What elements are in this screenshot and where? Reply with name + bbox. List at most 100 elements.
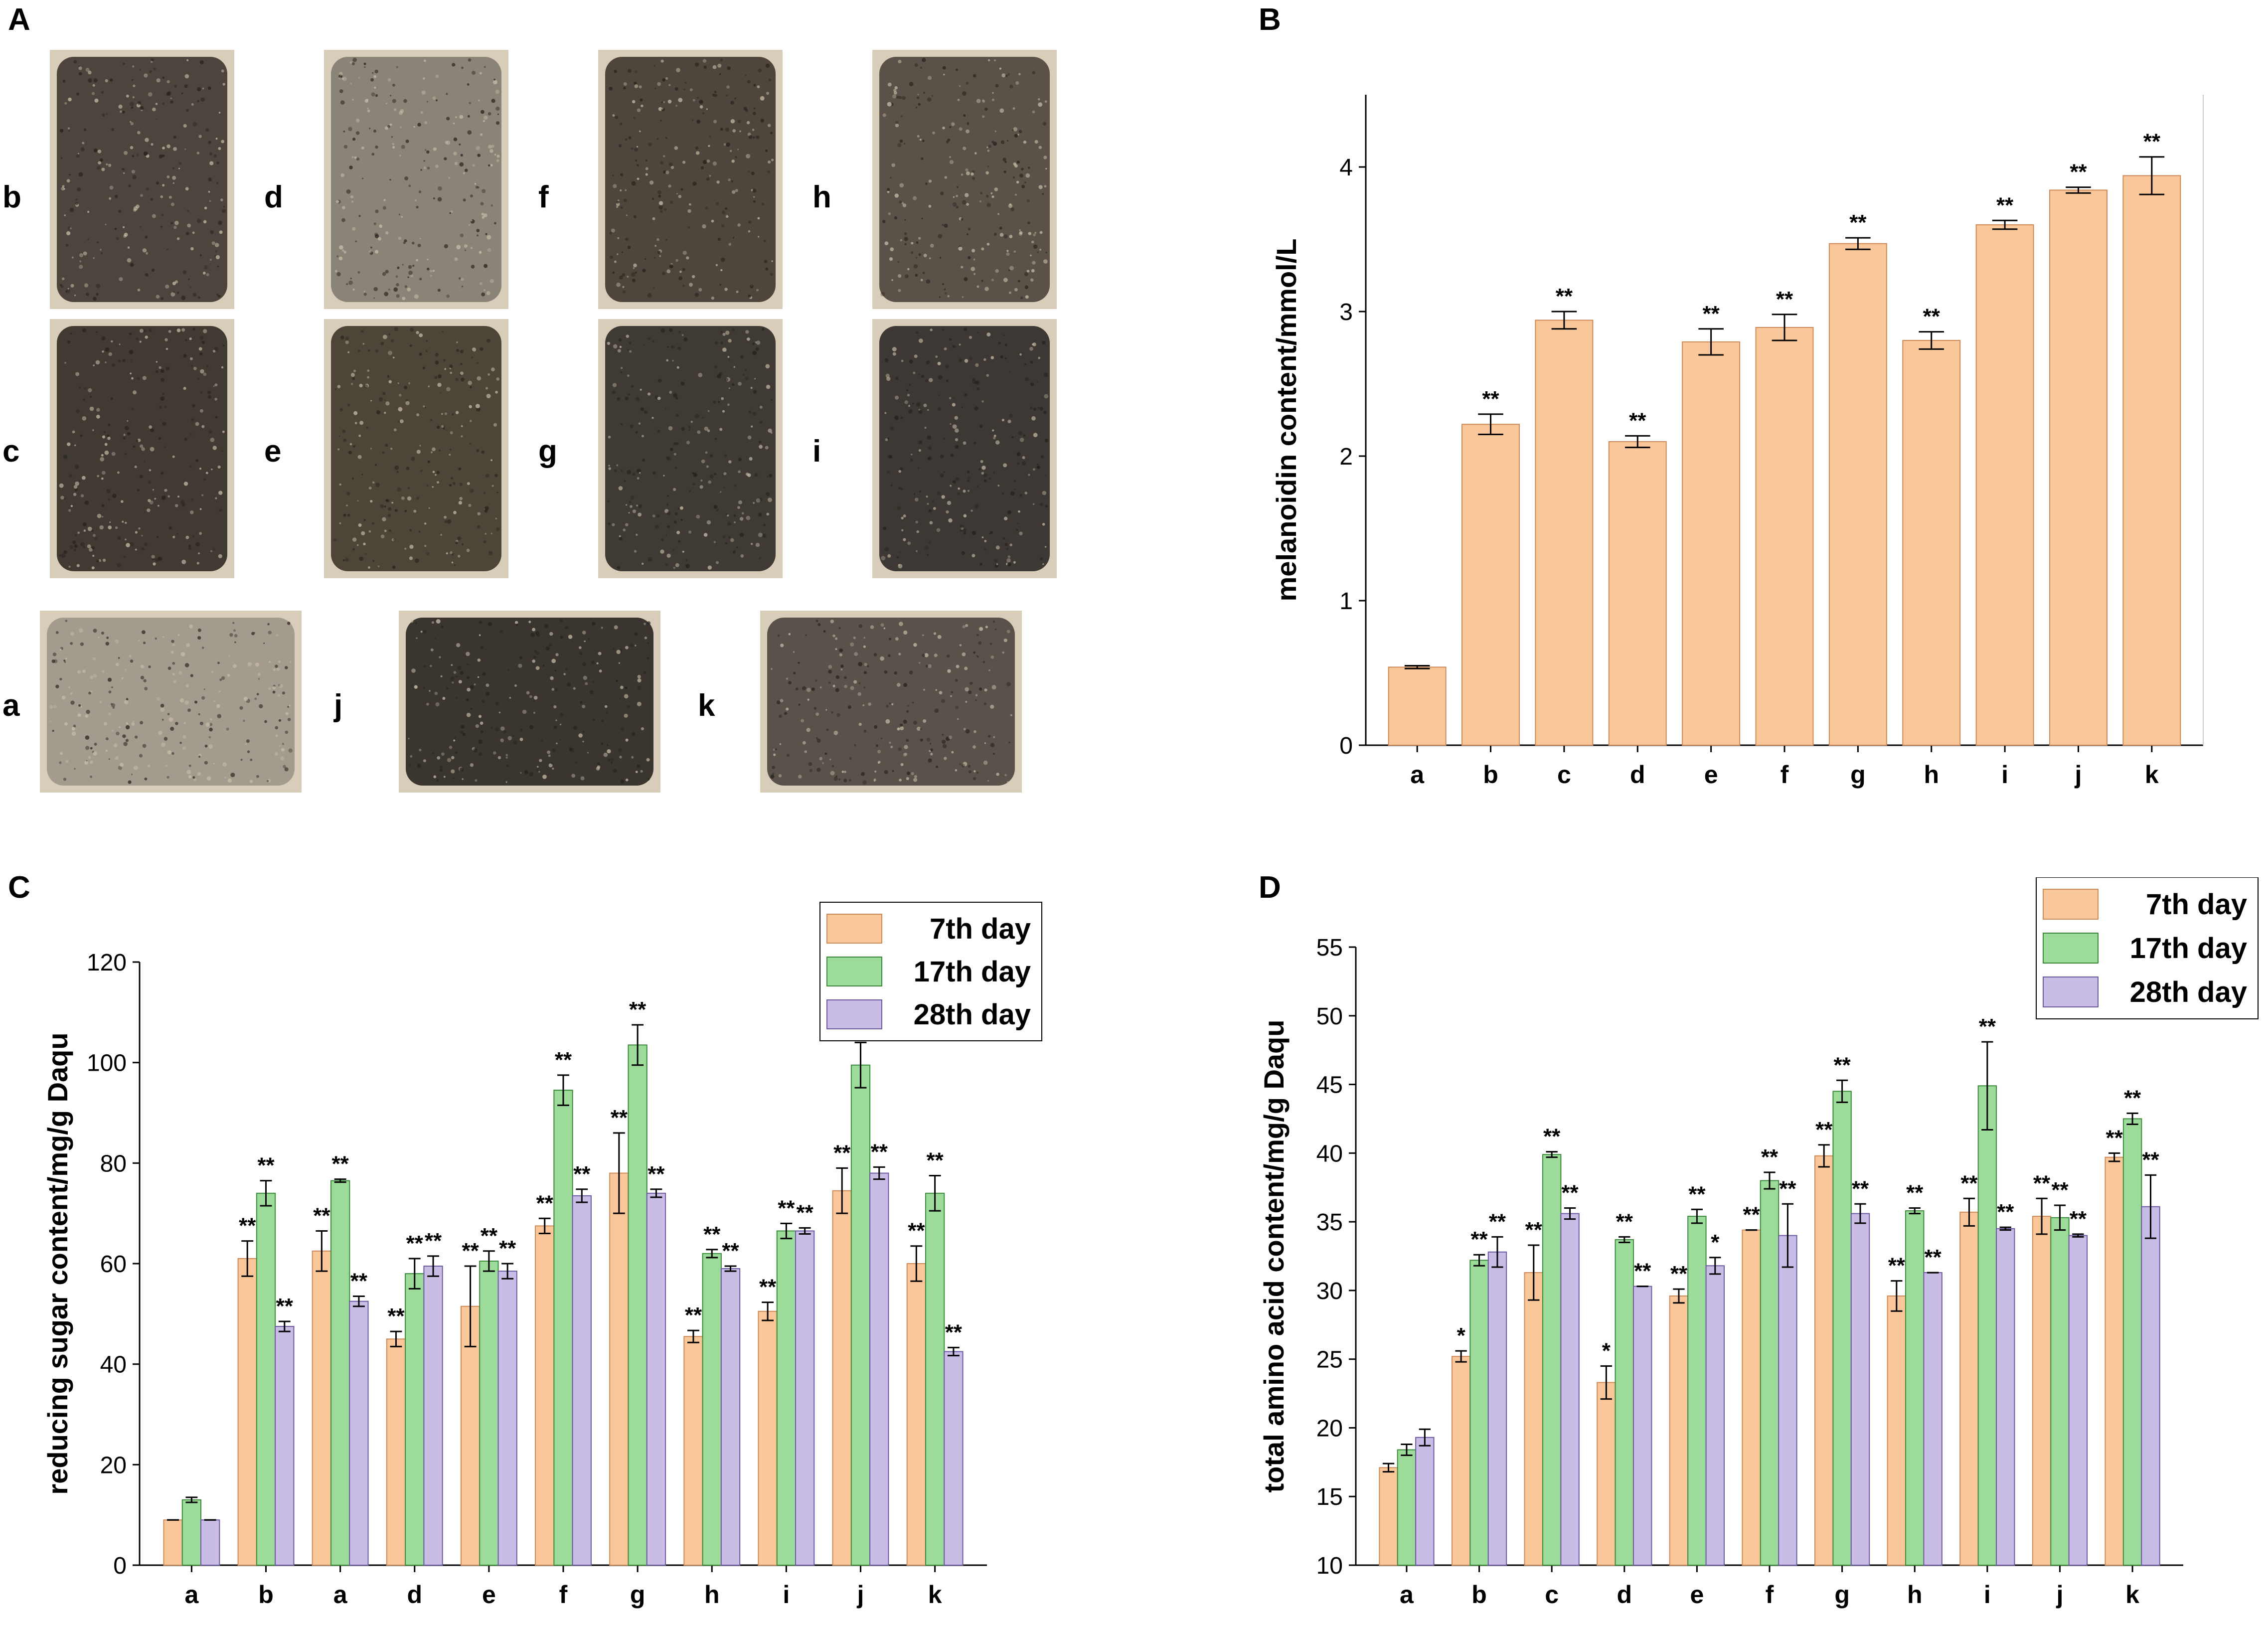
photo-speckle bbox=[1014, 288, 1018, 292]
photo-speckle bbox=[382, 206, 386, 210]
photo-speckle bbox=[1032, 503, 1035, 505]
photo-speckle bbox=[634, 84, 639, 88]
photo-speckle bbox=[1004, 543, 1008, 546]
photo-speckle bbox=[639, 85, 642, 89]
bar bbox=[906, 1263, 926, 1566]
photo-speckle bbox=[962, 625, 966, 629]
photo-speckle bbox=[1024, 285, 1029, 289]
photo-speckle bbox=[652, 471, 656, 475]
photo-speckle bbox=[949, 156, 951, 158]
photo-speckle bbox=[676, 530, 680, 534]
photo-speckle bbox=[727, 66, 731, 70]
bar bbox=[1996, 1228, 2015, 1566]
photo-speckle bbox=[897, 261, 899, 263]
photo-speckle bbox=[372, 560, 375, 562]
photo-speckle bbox=[456, 643, 461, 648]
photo-speckle bbox=[197, 296, 200, 299]
photo-speckle bbox=[788, 633, 791, 636]
photo-speckle bbox=[152, 107, 156, 112]
photo-speckle bbox=[1007, 562, 1011, 567]
photo-speckle bbox=[190, 674, 193, 677]
photo-speckle bbox=[88, 70, 92, 75]
photo-speckle bbox=[347, 403, 350, 407]
bar bbox=[200, 1519, 220, 1566]
photo-speckle bbox=[728, 178, 731, 181]
photo-speckle bbox=[408, 738, 410, 740]
photo-speckle bbox=[867, 665, 869, 667]
photo-speckle bbox=[674, 87, 678, 91]
photo-speckle bbox=[725, 207, 728, 210]
photo-texture bbox=[408, 619, 651, 784]
photo-speckle bbox=[144, 461, 146, 463]
photo-speckle bbox=[614, 70, 617, 73]
photo-speckle bbox=[647, 778, 650, 781]
photo-speckle bbox=[486, 291, 490, 296]
photo-speckle bbox=[476, 404, 480, 408]
photo-speckle bbox=[970, 681, 973, 685]
photo-speckle bbox=[444, 412, 448, 415]
photo-speckle bbox=[713, 400, 716, 404]
photo-speckle bbox=[519, 737, 523, 741]
photo-speckle bbox=[1007, 510, 1011, 514]
photo-speckle bbox=[69, 545, 74, 549]
photo-speckle bbox=[184, 700, 189, 705]
photo-speckle bbox=[984, 107, 988, 111]
photo-speckle bbox=[102, 350, 104, 353]
photo-speckle bbox=[614, 469, 617, 472]
photo-speckle bbox=[550, 676, 554, 680]
photo-speckle bbox=[139, 328, 144, 333]
photo-speckle bbox=[813, 707, 816, 710]
photo-speckle bbox=[901, 516, 904, 519]
photo-speckle bbox=[340, 335, 344, 339]
photo-speckle bbox=[336, 272, 341, 277]
photo-speckle bbox=[748, 220, 752, 224]
photo-speckle bbox=[166, 80, 170, 83]
bar bbox=[869, 1172, 889, 1566]
photo-speckle bbox=[706, 520, 711, 525]
bar bbox=[850, 1064, 871, 1566]
photo-speckle bbox=[83, 251, 87, 256]
photo-speckle bbox=[213, 700, 216, 702]
photo-speckle bbox=[616, 679, 618, 682]
photo-speckle bbox=[831, 765, 834, 768]
photo-speckle bbox=[985, 171, 989, 174]
x-tick-label: b bbox=[1471, 1581, 1487, 1609]
photo-speckle bbox=[353, 411, 358, 415]
photo-speckle bbox=[199, 468, 202, 470]
photo-speckle bbox=[625, 396, 629, 400]
photo-speckle bbox=[1016, 161, 1020, 164]
y-tick-label: 20 bbox=[1316, 1415, 1343, 1442]
photo-speckle bbox=[573, 687, 576, 690]
photo-speckle bbox=[339, 483, 341, 486]
photo-speckle bbox=[978, 468, 981, 471]
photo-speckle bbox=[125, 453, 127, 455]
daqu-photo-image bbox=[40, 611, 302, 793]
photo-block bbox=[605, 326, 776, 571]
photo-speckle bbox=[1025, 295, 1029, 299]
photo-speckle bbox=[638, 504, 643, 508]
photo-speckle bbox=[634, 148, 638, 152]
photo-speckle bbox=[384, 126, 388, 130]
photo-speckle bbox=[825, 709, 827, 711]
photo-speckle bbox=[489, 149, 493, 153]
photo-speckle bbox=[436, 779, 439, 782]
significance-label: ** bbox=[1629, 408, 1646, 433]
photo-speckle bbox=[401, 496, 405, 500]
photo-speckle bbox=[994, 629, 996, 631]
photo-speckle bbox=[711, 297, 714, 300]
photo-speckle bbox=[972, 74, 976, 78]
photo-speckle bbox=[73, 492, 77, 496]
photo-speckle bbox=[656, 138, 658, 140]
photo-speckle bbox=[142, 376, 147, 380]
photo-speckle bbox=[436, 99, 438, 102]
photo-speckle bbox=[374, 232, 378, 237]
photo-speckle bbox=[908, 405, 910, 407]
photo-speckle bbox=[137, 131, 141, 135]
significance-label: ** bbox=[1703, 302, 1720, 326]
photo-speckle bbox=[612, 271, 615, 274]
photo-speckle bbox=[975, 363, 979, 367]
photo-speckle bbox=[110, 703, 113, 705]
photo-speckle bbox=[181, 92, 183, 94]
photo-speckle bbox=[957, 718, 959, 720]
photo-speckle bbox=[215, 138, 218, 140]
